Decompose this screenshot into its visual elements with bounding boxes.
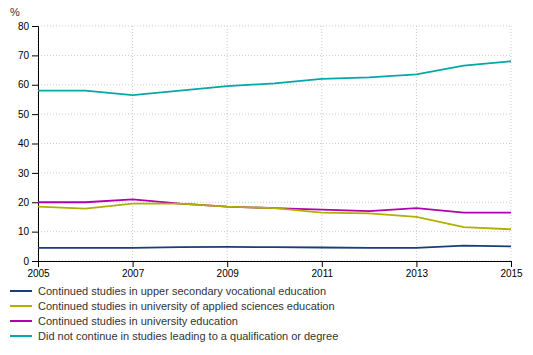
tick-mark	[32, 114, 38, 115]
grid-line	[321, 26, 322, 261]
legend-label: Continued studies in upper secondary voc…	[38, 285, 326, 297]
tick-label: 70	[18, 50, 30, 61]
axis-line	[32, 27, 39, 262]
legend-item: Continued studies in university of appli…	[10, 300, 335, 312]
tick-label: 20	[18, 197, 30, 208]
tick-mark	[32, 85, 38, 86]
tick-mark	[511, 261, 512, 267]
grid	[38, 26, 511, 261]
grid-line	[38, 172, 511, 173]
tick-label: 2011	[312, 268, 334, 279]
tick: 70	[18, 50, 38, 61]
chart: 2005 2007 2009 2011 2013 2015 0 10 20 30 40 50 60 70 8…	[0, 0, 533, 355]
grid-line	[227, 26, 228, 261]
tick-label: 0	[23, 256, 29, 267]
tick-label: 50	[18, 109, 30, 120]
grid-line	[38, 143, 511, 144]
line	[38, 61, 511, 95]
legend-swatch	[10, 290, 32, 292]
tick-label: 40	[18, 138, 30, 149]
legend: Continued studies in upper secondary voc…	[10, 285, 338, 342]
tick: 2013	[406, 261, 429, 279]
y-axis: 0 10 20 30 40 50 60 70 80	[18, 21, 39, 267]
grid-line	[132, 26, 133, 261]
tick-label: 2015	[500, 268, 523, 279]
plot: 2005 2007 2009 2011 2013 2015 0 10 20 30 40 50 60 70 8…	[18, 21, 523, 279]
tick-label: 2013	[406, 268, 429, 279]
tick: 2009	[217, 261, 240, 279]
tick: 40	[18, 138, 38, 149]
legend-label: Continued studies in university of appli…	[38, 300, 335, 312]
legend-item: Continued studies in university educatio…	[10, 315, 238, 327]
tick-mark	[32, 202, 38, 203]
grid-line	[38, 231, 511, 232]
tick: 50	[18, 109, 38, 120]
tick-mark	[322, 261, 323, 267]
grid-line	[38, 84, 511, 85]
tick-mark	[32, 261, 38, 262]
line	[38, 204, 511, 230]
tick: 30	[18, 168, 38, 179]
legend-swatch	[10, 335, 32, 337]
tick-label: 2007	[122, 268, 145, 279]
tick-label: 2005	[27, 268, 50, 279]
legend-swatch	[10, 305, 32, 307]
grid-line	[38, 114, 511, 115]
tick: 60	[18, 79, 38, 90]
tick-mark	[32, 232, 38, 233]
grid-line	[416, 26, 417, 261]
legend-label: Did not continue in studies leading to a…	[38, 330, 338, 342]
tick-label: 30	[18, 168, 30, 179]
legend-label: Continued studies in university educatio…	[38, 315, 238, 327]
tick: 2007	[122, 261, 145, 279]
legend-item: Did not continue in studies leading to a…	[10, 330, 338, 342]
tick-label: 2009	[217, 268, 240, 279]
legend-item: Continued studies in upper secondary voc…	[10, 285, 326, 297]
axis-line	[39, 262, 512, 268]
tick: 2011	[312, 261, 334, 279]
tick: 2005	[27, 261, 50, 279]
tick: 2015	[500, 261, 523, 279]
y-label: %	[10, 6, 20, 18]
tick-mark	[416, 261, 417, 267]
tick-mark	[133, 261, 134, 267]
grid-line	[38, 55, 511, 56]
grid-line	[38, 202, 511, 203]
tick-mark	[32, 26, 38, 27]
tick-mark	[32, 55, 38, 56]
tick: 80	[18, 21, 38, 32]
tick-mark	[227, 261, 228, 267]
lines	[38, 61, 511, 248]
line	[38, 246, 511, 248]
tick-mark	[32, 173, 38, 174]
x-axis: 2005 2007 2009 2011 2013 2015	[27, 261, 523, 279]
tick: 20	[18, 197, 38, 208]
tick-label: 80	[18, 21, 30, 32]
tick: 10	[18, 226, 38, 237]
grid-line	[38, 26, 511, 27]
tick-mark	[32, 144, 38, 145]
legend-swatch	[10, 320, 32, 322]
tick-label: 10	[18, 226, 30, 237]
tick-label: 60	[18, 79, 30, 90]
tick: 0	[23, 256, 38, 267]
